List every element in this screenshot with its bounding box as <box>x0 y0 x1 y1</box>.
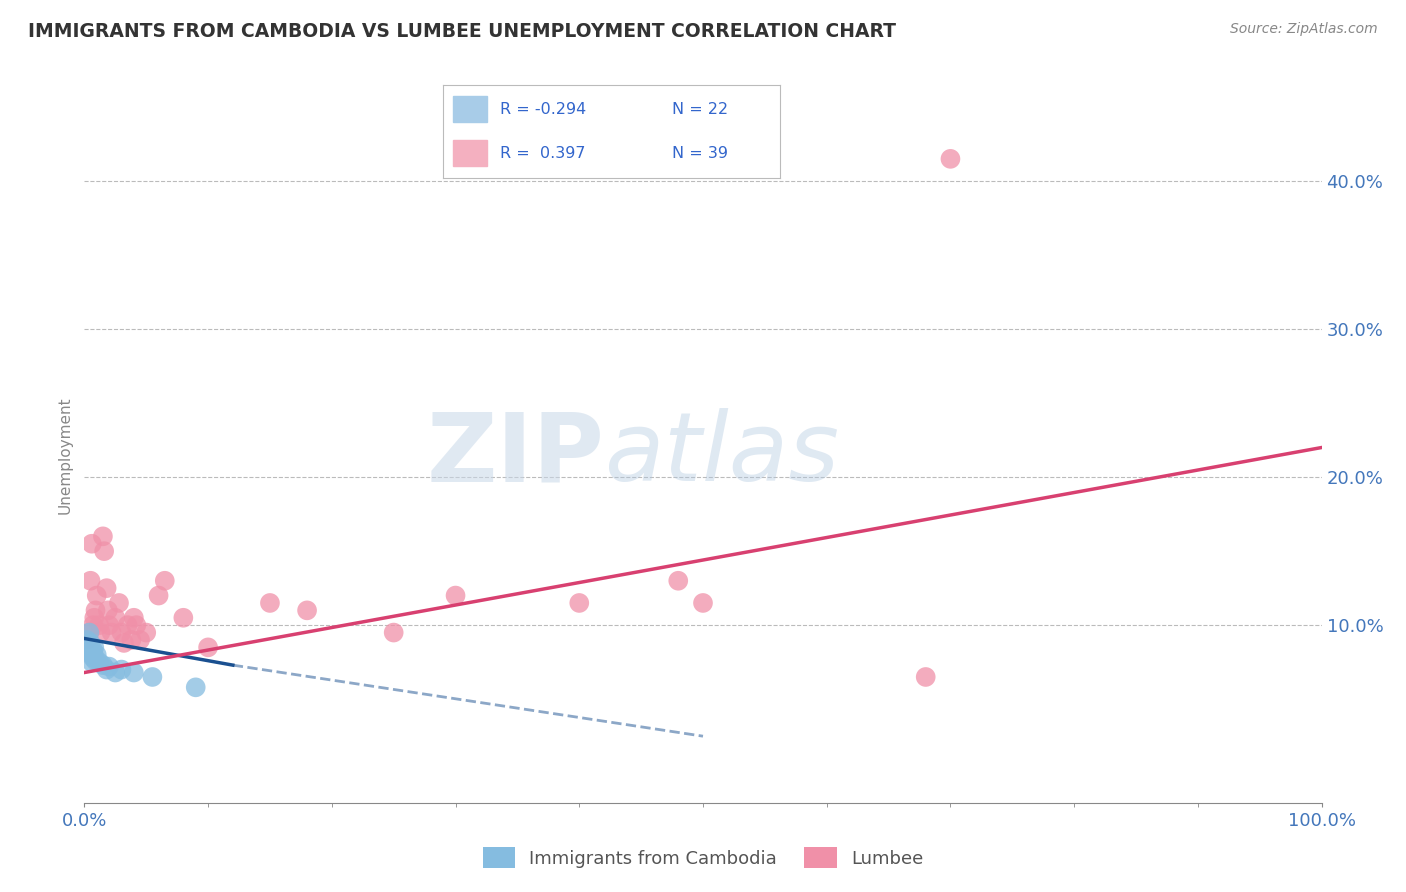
Point <box>939 152 962 166</box>
Point <box>97 603 120 617</box>
Point <box>666 574 689 588</box>
Point <box>82 643 104 657</box>
Point <box>692 596 714 610</box>
Point <box>172 611 194 625</box>
Point <box>382 625 405 640</box>
Legend: Immigrants from Cambodia, Lumbee: Immigrants from Cambodia, Lumbee <box>474 838 932 877</box>
Point <box>79 625 101 640</box>
Point <box>141 670 163 684</box>
Point <box>80 655 103 669</box>
Point <box>93 544 115 558</box>
Point <box>76 632 98 647</box>
Point <box>129 632 152 647</box>
Point <box>110 663 132 677</box>
Point <box>104 665 127 680</box>
Point <box>100 625 122 640</box>
Point <box>80 537 103 551</box>
Point <box>117 618 139 632</box>
Point <box>91 529 114 543</box>
Text: Source: ZipAtlas.com: Source: ZipAtlas.com <box>1230 22 1378 37</box>
Point <box>148 589 170 603</box>
Point <box>568 596 591 610</box>
Point <box>79 574 101 588</box>
Point <box>83 649 105 664</box>
Point <box>89 618 111 632</box>
Point <box>153 574 176 588</box>
Point <box>79 625 101 640</box>
Point <box>98 618 121 632</box>
Point <box>82 650 104 665</box>
Point <box>96 581 118 595</box>
Point <box>80 648 103 662</box>
Point <box>108 596 131 610</box>
Point <box>122 611 145 625</box>
Point <box>197 640 219 655</box>
Y-axis label: Unemployment: Unemployment <box>58 396 73 514</box>
Text: N = 22: N = 22 <box>672 102 728 117</box>
Point <box>295 603 318 617</box>
Point <box>89 655 111 669</box>
Text: N = 39: N = 39 <box>672 145 728 161</box>
Text: atlas: atlas <box>605 409 839 501</box>
Point <box>444 589 467 603</box>
Point <box>86 648 108 662</box>
Point <box>84 654 107 668</box>
Point <box>259 596 281 610</box>
Point <box>914 670 936 684</box>
Text: R = -0.294: R = -0.294 <box>501 102 586 117</box>
Point <box>96 663 118 677</box>
Point <box>82 618 104 632</box>
Point <box>83 640 105 655</box>
Bar <box>453 140 486 166</box>
Point <box>98 659 121 673</box>
Point <box>184 681 207 695</box>
Point <box>79 645 101 659</box>
Point <box>79 636 101 650</box>
Point <box>83 611 105 625</box>
Text: IMMIGRANTS FROM CAMBODIA VS LUMBEE UNEMPLOYMENT CORRELATION CHART: IMMIGRANTS FROM CAMBODIA VS LUMBEE UNEMP… <box>28 22 896 41</box>
Point <box>86 589 108 603</box>
Point <box>104 611 127 625</box>
Point <box>89 625 111 640</box>
Point <box>112 636 135 650</box>
Point <box>122 665 145 680</box>
Text: R =  0.397: R = 0.397 <box>501 145 586 161</box>
Point <box>84 603 107 617</box>
Point <box>76 632 98 647</box>
Bar <box>453 96 486 122</box>
Point <box>125 618 148 632</box>
Text: ZIP: ZIP <box>426 409 605 501</box>
Point <box>91 658 114 673</box>
Point <box>120 632 142 647</box>
Point <box>110 625 132 640</box>
Point <box>135 625 157 640</box>
Point <box>77 640 100 655</box>
